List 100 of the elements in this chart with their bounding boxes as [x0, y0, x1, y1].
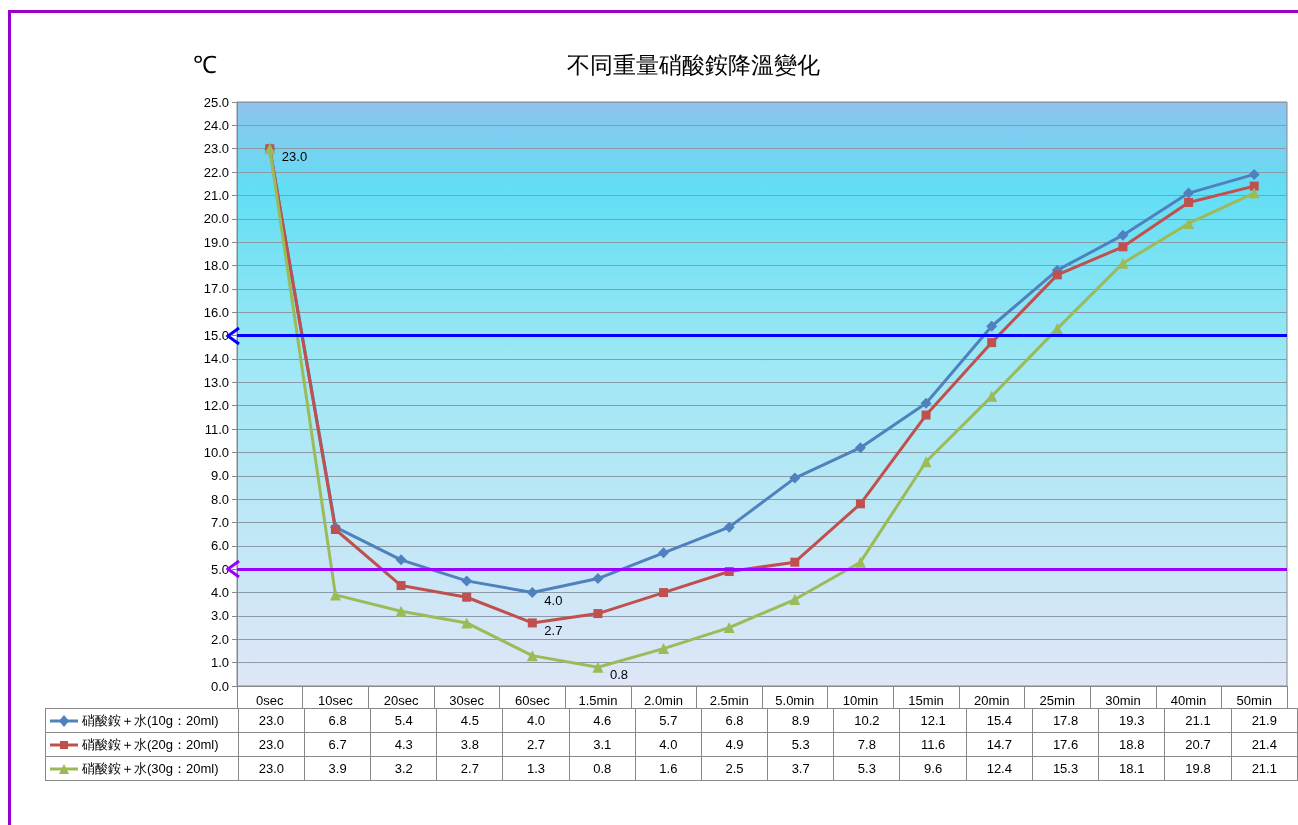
data-label: 18.1	[1098, 756, 1165, 781]
annotation: 4.0	[544, 592, 563, 608]
annotation: 2.7	[544, 622, 563, 638]
point	[593, 609, 603, 619]
y-tick-label: 22.0	[203, 164, 229, 180]
point	[1184, 197, 1194, 207]
data-label: 2.7	[436, 756, 503, 781]
point	[527, 618, 537, 628]
data-label: 1.6	[635, 756, 702, 781]
data-label: 15.4	[966, 708, 1033, 733]
point	[658, 547, 670, 559]
legend-label: 硝酸銨＋水(20g：20ml)	[45, 732, 239, 757]
x-tick-label: 2.5min	[709, 693, 749, 708]
y-tick-label: 19.0	[203, 234, 229, 250]
point	[396, 581, 406, 591]
point	[789, 594, 801, 606]
point	[526, 587, 538, 599]
data-label: 18.8	[1098, 732, 1165, 757]
x-tick-label: 30min	[1105, 693, 1141, 708]
y-tick-label: 11.0	[204, 421, 229, 437]
data-label: 21.1	[1231, 756, 1298, 781]
data-label: 3.9	[304, 756, 371, 781]
y-tick-label: 15.0	[203, 328, 229, 344]
point	[1117, 229, 1129, 241]
point	[1052, 270, 1062, 280]
point	[790, 557, 800, 567]
data-label: 14.7	[966, 732, 1033, 757]
data-label: 4.9	[701, 732, 768, 757]
point	[659, 588, 669, 598]
point	[395, 605, 407, 617]
data-label: 17.6	[1032, 732, 1099, 757]
y-tick-label: 17.0	[203, 281, 229, 297]
point	[921, 410, 931, 420]
x-tick-label: 10min	[842, 693, 879, 708]
data-label: 1.3	[502, 756, 570, 781]
y-tick-label: 24.0	[203, 117, 229, 133]
point	[854, 442, 866, 454]
data-label: 21.1	[1164, 708, 1232, 733]
legend-label: 硝酸銨＋水(30g：20ml)	[45, 756, 239, 781]
data-label: 7.8	[833, 732, 900, 757]
data-label: 19.3	[1098, 708, 1165, 733]
y-tick-label: 23.0	[203, 141, 229, 157]
point	[1183, 187, 1195, 199]
data-label: 3.8	[436, 732, 503, 757]
data-label: 15.3	[1032, 756, 1099, 781]
x-tick-label: 10sec	[318, 693, 354, 708]
x-tick-label: 40min	[1170, 693, 1207, 708]
point	[987, 338, 997, 348]
point	[986, 320, 998, 332]
y-tick-label: 13.0	[203, 374, 229, 390]
y-tick-label: 4.0	[210, 585, 229, 601]
x-tick-label: 1.5min	[578, 693, 618, 708]
data-label: 10.2	[833, 708, 900, 733]
point	[461, 617, 473, 629]
data-label: 4.0	[635, 732, 702, 757]
data-label: 11.6	[899, 732, 967, 757]
y-tick-label: 18.0	[203, 258, 229, 274]
data-label: 21.9	[1231, 708, 1298, 733]
point	[1249, 181, 1259, 191]
x-tick-label: 20min	[973, 693, 1010, 708]
x-tick-label: 60sec	[514, 693, 551, 708]
data-label: 5.3	[833, 756, 900, 781]
point	[461, 575, 473, 587]
data-label: 3.7	[767, 756, 834, 781]
y-tick-label: 12.0	[203, 398, 229, 414]
data-label: 9.6	[899, 756, 967, 781]
data-label: 4.3	[370, 732, 437, 757]
data-label: 12.1	[899, 708, 967, 733]
point	[1183, 217, 1195, 229]
data-label: 2.7	[502, 732, 570, 757]
data-label: 6.8	[304, 708, 371, 733]
y-tick-label: 14.0	[203, 351, 229, 367]
point	[1248, 187, 1260, 199]
x-tick-label: 15min	[908, 693, 944, 708]
y-tick-label: 9.0	[210, 468, 229, 484]
y-tick-label: 16.0	[203, 304, 229, 320]
data-label: 17.8	[1032, 708, 1099, 733]
point	[395, 554, 407, 566]
data-label: 3.2	[370, 756, 437, 781]
y-tick-label: 20.0	[203, 211, 229, 227]
y-tick-label: 6.0	[210, 538, 229, 554]
x-tick-label: 25min	[1039, 693, 1076, 708]
y-tick-label: 21.0	[203, 187, 229, 203]
y-tick-label: 5.0	[210, 561, 229, 577]
annotation: 0.8	[609, 667, 629, 683]
data-label: 5.4	[370, 708, 437, 733]
data-label: 3.1	[569, 732, 636, 757]
chart-title: 不同重量硝酸銨降溫變化	[566, 51, 820, 78]
point	[592, 661, 604, 673]
point	[920, 397, 932, 409]
point	[789, 472, 801, 484]
data-label: 4.0	[502, 708, 570, 733]
x-tick-label: 50min	[1236, 693, 1272, 708]
point	[854, 556, 866, 568]
point	[526, 650, 538, 662]
x-tick-label: 2.0min	[644, 693, 684, 708]
x-tick-label: 30sec	[449, 693, 485, 708]
data-label: 4.5	[436, 708, 503, 733]
data-label: 23.0	[238, 732, 305, 757]
legend-label: 硝酸銨＋水(10g：20ml)	[45, 708, 239, 733]
